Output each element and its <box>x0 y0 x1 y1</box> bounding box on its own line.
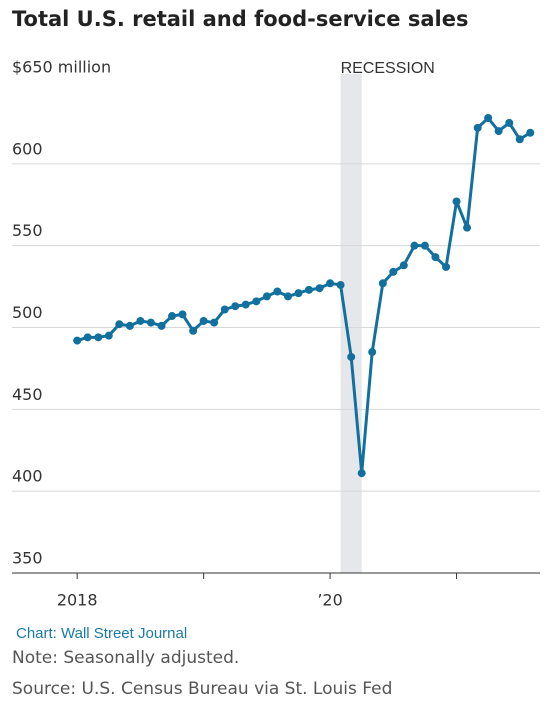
data-point <box>452 197 461 206</box>
data-point <box>494 127 503 136</box>
data-point <box>94 333 103 342</box>
note: Note: Seasonally adjusted. <box>12 648 239 668</box>
recession-label: RECESSION <box>341 60 435 77</box>
data-point <box>241 300 250 309</box>
data-point <box>146 318 155 327</box>
data-point <box>252 297 261 306</box>
y-tick-label: 600 <box>12 139 43 158</box>
data-point <box>378 279 387 288</box>
chart-title: Total U.S. retail and food-service sales <box>12 7 468 31</box>
y-tick-label: $650 million <box>12 58 111 77</box>
data-point <box>473 123 482 132</box>
y-tick-label: 500 <box>12 303 43 322</box>
data-point <box>283 292 292 301</box>
data-point <box>304 285 313 294</box>
data-point <box>136 316 145 325</box>
data-point <box>231 302 240 311</box>
data-point <box>484 114 493 123</box>
data-point <box>357 469 366 478</box>
data-point <box>347 352 356 361</box>
data-point <box>178 310 187 319</box>
data-point <box>399 261 408 270</box>
y-tick-label: 350 <box>12 549 43 568</box>
y-tick-label: 450 <box>12 385 43 404</box>
data-point <box>442 262 451 271</box>
data-point <box>83 333 92 342</box>
data-point <box>262 292 271 301</box>
data-point <box>389 267 398 276</box>
data-point <box>526 128 535 137</box>
data-point <box>463 223 472 232</box>
data-point <box>315 284 324 293</box>
recession-band <box>340 74 362 573</box>
data-point <box>326 279 335 288</box>
data-point <box>168 312 177 321</box>
data-point <box>420 241 429 250</box>
data-point <box>336 280 345 289</box>
data-point <box>115 320 124 329</box>
credit: Chart: Wall Street Journal <box>16 625 187 642</box>
y-tick-label: 550 <box>12 221 43 240</box>
x-tick-label: 2018 <box>57 591 98 610</box>
y-tick-label: 400 <box>12 467 43 486</box>
data-point <box>210 318 219 327</box>
data-point <box>515 135 524 144</box>
data-point <box>157 321 166 330</box>
data-point <box>368 348 377 357</box>
data-point <box>410 241 419 250</box>
x-tick-label: ’20 <box>317 591 342 610</box>
data-point <box>220 305 229 314</box>
data-point <box>505 118 514 127</box>
data-point <box>104 331 113 340</box>
data-point <box>189 326 198 335</box>
data-point <box>125 321 134 330</box>
data-point <box>273 287 282 296</box>
data-line <box>76 116 532 475</box>
source: Source: U.S. Census Bureau via St. Louis… <box>12 679 392 699</box>
data-point <box>73 336 82 345</box>
data-point <box>199 316 208 325</box>
data-point <box>431 253 440 262</box>
data-point <box>294 289 303 298</box>
